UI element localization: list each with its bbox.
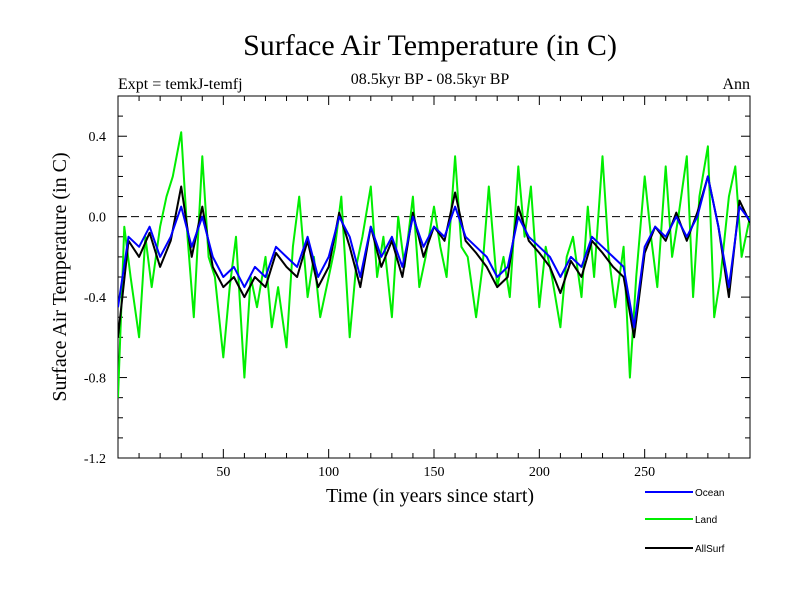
- x-tick-label: 50: [216, 465, 230, 480]
- y-tick-label: -1.2: [84, 452, 106, 467]
- season-label: Ann: [722, 76, 750, 93]
- y-tick-label: 0.4: [89, 130, 107, 145]
- series-group: [118, 131, 750, 398]
- x-axis-label: Time (in years since start): [326, 485, 534, 507]
- experiment-label: Expt = temkJ-temfj: [118, 76, 243, 93]
- legend: Ocean Land AllSurf: [645, 488, 725, 555]
- legend-label-allsurf: AllSurf: [695, 544, 725, 555]
- x-tick-label: 150: [424, 465, 445, 480]
- legend-label-land: Land: [695, 515, 717, 526]
- y-tick-label: -0.8: [84, 372, 106, 387]
- y-tick-label: 0.0: [89, 211, 107, 226]
- period-label: 08.5kyr BP - 08.5kyr BP: [351, 71, 510, 88]
- x-tick-label: 100: [318, 465, 339, 480]
- y-axis-label: Surface Air Temperature (in C): [49, 152, 71, 401]
- series-line-land: [118, 131, 750, 398]
- chart-title: Surface Air Temperature (in C): [243, 29, 617, 62]
- y-tick-label: -0.4: [84, 291, 106, 306]
- x-tick-label: 200: [529, 465, 550, 480]
- series-line-ocean: [118, 175, 750, 329]
- legend-label-ocean: Ocean: [695, 488, 724, 499]
- axis-ticks: 50 100 150 200 250 0.4 0.0 -0.4 -0.8 -1.2: [84, 95, 750, 480]
- x-tick-label: 250: [634, 465, 655, 480]
